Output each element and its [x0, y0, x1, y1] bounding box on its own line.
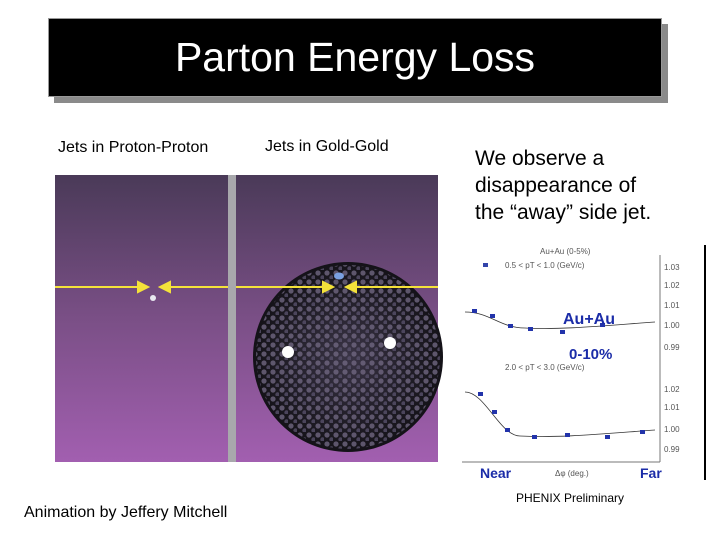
- inset-legend: 2.0 < pT < 3.0 (GeV/c): [505, 363, 585, 372]
- inset-legend: 0.5 < pT < 1.0 (GeV/c): [505, 261, 585, 270]
- tick-label: 1.01: [664, 301, 680, 310]
- tick-label: 0.99: [664, 445, 680, 454]
- tick-label: 1.02: [664, 385, 680, 394]
- title: Parton Energy Loss: [48, 18, 662, 97]
- text-line: the “away” side jet.: [475, 201, 652, 224]
- far-label: Far: [640, 465, 662, 481]
- animation: [55, 175, 443, 462]
- tick-label: 1.03: [664, 263, 680, 272]
- credit: Animation by Jeffery Mitchell: [24, 504, 228, 521]
- text-line: disappearance of: [475, 174, 637, 197]
- inset-plot: Au+Au (0-5%) 0.5 < pT < 1.0 (GeV/c) 2.0 …: [455, 245, 706, 481]
- tick-label: 1.02: [664, 281, 680, 290]
- tick-label: 1.00: [664, 321, 680, 330]
- x-axis-label: Δφ (deg.): [555, 469, 589, 478]
- inset-header: Au+Au (0-5%): [540, 247, 591, 256]
- near-label: Near: [480, 465, 512, 481]
- text-line: We observe a: [475, 147, 605, 170]
- left-label: Jets in Proton-Proton: [58, 139, 209, 156]
- middle-label: Jets in Gold-Gold: [265, 138, 389, 155]
- caption: PHENIX Preliminary: [516, 491, 624, 505]
- tick-label: 1.00: [664, 425, 680, 434]
- tick-label: 1.01: [664, 403, 680, 412]
- overlay-system: Au+Au: [563, 311, 615, 328]
- tick-label: 0.99: [664, 343, 680, 352]
- overlay-centrality: 0-10%: [569, 346, 612, 363]
- paragraph: We observe a disappearance of the “away”…: [475, 145, 651, 226]
